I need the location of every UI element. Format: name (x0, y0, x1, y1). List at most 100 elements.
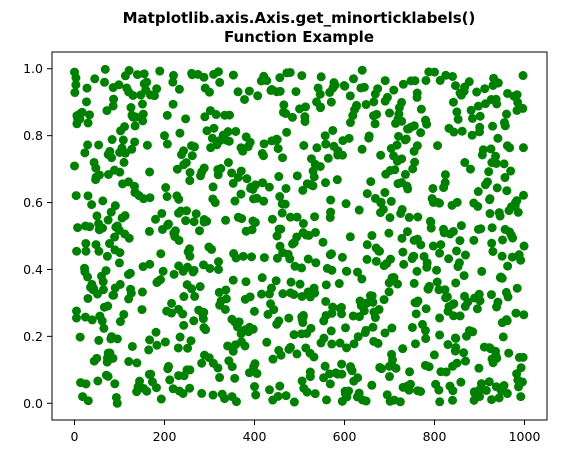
y-tick-label: 0.6 (23, 195, 43, 210)
scatter-point (410, 157, 420, 167)
scatter-point (197, 358, 207, 368)
scatter-point (268, 354, 278, 364)
scatter-point (297, 329, 307, 339)
scatter-point (195, 226, 204, 236)
scatter-point (467, 113, 477, 123)
scatter-point (265, 385, 274, 395)
scatter-point (236, 166, 246, 176)
scatter-point (298, 185, 308, 195)
scatter-point (322, 263, 332, 273)
scatter-point (325, 250, 335, 260)
scatter-point (513, 207, 523, 217)
scatter-point (215, 77, 225, 87)
scatter-point (390, 165, 400, 175)
scatter-point (460, 82, 470, 92)
scatter-point (518, 103, 528, 113)
scatter-point (354, 205, 364, 215)
scatter-point (162, 110, 172, 120)
scatter-point (81, 246, 91, 256)
scatter-point (132, 70, 142, 80)
scatter-point (426, 217, 436, 227)
scatter-point (416, 104, 426, 114)
scatter-point (95, 224, 105, 234)
scatter-point (492, 183, 502, 193)
scatter-point (312, 143, 322, 153)
scatter-point (276, 350, 286, 360)
scatter-point (249, 306, 259, 316)
scatter-point (227, 362, 237, 372)
scatter-point (289, 237, 299, 247)
scatter-point (502, 389, 512, 399)
scatter-point (161, 183, 171, 193)
scatter-point (472, 304, 482, 314)
scatter-point (491, 382, 501, 392)
scatter-point (461, 331, 471, 341)
scatter-point (476, 379, 486, 389)
scatter-point (428, 183, 438, 193)
scatter-point (269, 305, 279, 315)
scatter-point (416, 128, 426, 138)
scatter-point (315, 161, 325, 171)
scatter-point (514, 352, 524, 362)
scatter-point (228, 346, 238, 356)
scatter-point (480, 84, 490, 94)
scatter-point (320, 361, 330, 371)
scatter-point (361, 396, 371, 406)
scatter-point (144, 226, 154, 236)
scatter-point (459, 271, 469, 281)
scatter-point (353, 332, 363, 342)
x-tick-label: 800 (423, 429, 447, 444)
scatter-point (289, 330, 299, 340)
scatter-point (320, 131, 330, 141)
scatter-point (233, 87, 243, 97)
scatter-point (221, 135, 231, 145)
scatter-point (298, 310, 308, 320)
scatter-point (434, 385, 444, 395)
scatter-point (285, 212, 295, 222)
scatter-point (448, 395, 458, 405)
scatter-point (385, 372, 394, 382)
scatter-point (500, 173, 510, 183)
scatter-point (488, 121, 498, 131)
scatter-point (135, 376, 145, 386)
scatter-point (179, 146, 189, 156)
scatter-point (472, 87, 482, 97)
scatter-point (375, 246, 384, 256)
scatter-point (303, 254, 313, 264)
scatter-point (87, 279, 97, 289)
scatter-point (301, 102, 311, 112)
scatter-point (397, 154, 407, 164)
scatter-point (487, 395, 497, 405)
scatter-point (357, 274, 367, 284)
scatter-point (207, 133, 217, 143)
scatter-point (221, 285, 231, 295)
scatter-point (185, 167, 195, 177)
scatter-point (300, 116, 310, 126)
scatter-point (120, 211, 130, 221)
scatter-point (138, 262, 148, 272)
scatter-point (179, 320, 189, 330)
scatter-point (152, 278, 162, 288)
scatter-point (236, 329, 246, 339)
scatter-point (409, 278, 419, 288)
scatter-point (124, 87, 134, 97)
scatter-point (306, 180, 316, 190)
scatter-point (139, 383, 149, 393)
scatter-point (168, 384, 178, 394)
scatter-point (236, 337, 246, 347)
scatter-point (504, 206, 514, 216)
scatter-point (273, 391, 283, 401)
scatter-point (305, 348, 315, 358)
scatter-point (124, 357, 134, 367)
scatter-point (202, 126, 212, 136)
scatter-point (362, 240, 372, 250)
scatter-point (422, 262, 432, 272)
scatter-point (504, 348, 514, 358)
scatter-point (277, 199, 287, 209)
scatter-point (338, 136, 348, 146)
chart-title-line-2: Function Example (224, 28, 374, 46)
scatter-point (99, 323, 109, 333)
scatter-point (103, 215, 113, 225)
scatter-point (460, 158, 470, 168)
scatter-point (80, 148, 90, 158)
